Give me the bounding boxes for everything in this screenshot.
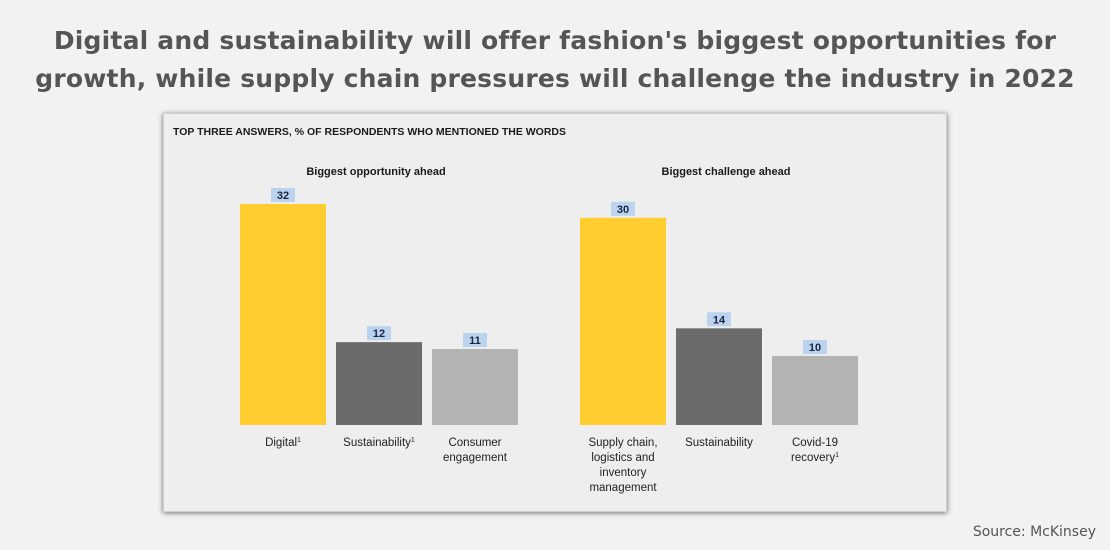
footnote-marker: 1 xyxy=(411,437,415,444)
value-label: 32 xyxy=(277,190,289,202)
category-label: Sustainability1 xyxy=(343,437,415,449)
category-label: Supply chain, xyxy=(588,437,657,449)
chart-subtitle: TOP THREE ANSWERS, % OF RESPONDENTS WHO … xyxy=(173,126,566,138)
chart-canvas: TOP THREE ANSWERS, % OF RESPONDENTS WHO … xyxy=(173,126,858,494)
bar xyxy=(676,328,762,425)
source-credit: Source: McKinsey xyxy=(972,524,1096,540)
value-label: 11 xyxy=(469,335,481,347)
category-label: Covid-19 xyxy=(792,437,838,449)
bar xyxy=(432,349,518,425)
value-label-highlight xyxy=(803,339,827,354)
value-label-highlight xyxy=(367,326,391,341)
value-label-highlight xyxy=(463,333,487,348)
value-label-highlight xyxy=(707,312,731,327)
category-label: engagement xyxy=(443,452,508,464)
opportunity-panel-title: Biggest opportunity ahead xyxy=(306,166,445,178)
chart-panel: TOP THREE ANSWERS, % OF RESPONDENTS WHO … xyxy=(163,113,947,512)
bar xyxy=(580,217,666,425)
footnote-marker: 1 xyxy=(835,452,839,459)
category-label: Digital1 xyxy=(265,437,301,449)
value-label: 12 xyxy=(373,328,385,340)
category-label: recovery1 xyxy=(791,452,839,464)
bar xyxy=(240,204,326,425)
headline-line-1: Digital and sustainability will offer fa… xyxy=(53,26,1057,55)
value-label-highlight xyxy=(611,201,635,216)
value-label: 30 xyxy=(617,204,629,216)
category-label: logistics and xyxy=(591,452,654,464)
bar xyxy=(772,355,858,425)
challenge-panel-title: Biggest challenge ahead xyxy=(662,166,791,178)
value-label-highlight xyxy=(271,188,295,202)
category-label: Sustainability xyxy=(685,437,753,449)
value-label: 14 xyxy=(713,314,726,326)
category-label: inventory xyxy=(600,467,647,479)
headline-line-2: growth, while supply chain pressures wil… xyxy=(35,64,1075,93)
chart-headline: Digital and sustainability will offer fa… xyxy=(0,22,1110,98)
category-label: Consumer xyxy=(448,437,501,449)
value-label: 10 xyxy=(809,342,821,354)
category-label: management xyxy=(589,482,657,494)
bar xyxy=(336,342,422,425)
footnote-marker: 1 xyxy=(297,437,301,444)
